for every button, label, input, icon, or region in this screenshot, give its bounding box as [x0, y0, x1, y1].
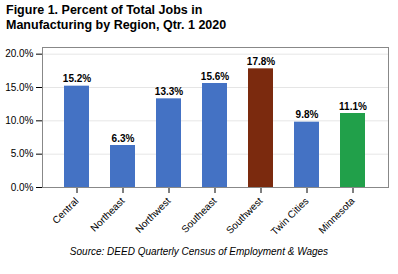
svg-text:13.3%: 13.3% — [155, 86, 183, 97]
svg-text:15.6%: 15.6% — [201, 71, 229, 82]
svg-text:5.0%: 5.0% — [11, 148, 34, 159]
svg-text:20.0%: 20.0% — [5, 48, 33, 59]
svg-text:15.0%: 15.0% — [5, 82, 33, 93]
svg-text:Northeast: Northeast — [88, 195, 127, 234]
html-text:Figure 1. Percent of Total Job: Figure 1. Percent of Total Jobs in Manuf… — [6, 3, 227, 32]
svg-text:9.8%: 9.8% — [296, 109, 319, 120]
html-text:Source: DEED Quarterly Census: Source: DEED Quarterly Census of Employm… — [69, 246, 329, 257]
svg-text:6.3%: 6.3% — [112, 133, 135, 144]
svg-text:17.8%: 17.8% — [247, 56, 275, 67]
svg-text:Twin Cities: Twin Cities — [269, 195, 311, 237]
svg-text:Southeast: Southeast — [179, 195, 219, 235]
svg-text:Minnesota: Minnesota — [316, 195, 357, 236]
svg-text:0.0%: 0.0% — [11, 182, 34, 193]
svg-text:11.1%: 11.1% — [339, 101, 367, 112]
svg-text:Southwest: Southwest — [224, 195, 265, 236]
svg-text:15.2%: 15.2% — [63, 73, 91, 84]
svg-text:Northwest: Northwest — [133, 195, 173, 235]
svg-text:10.0%: 10.0% — [5, 115, 33, 126]
svg-text:Central: Central — [50, 195, 81, 226]
